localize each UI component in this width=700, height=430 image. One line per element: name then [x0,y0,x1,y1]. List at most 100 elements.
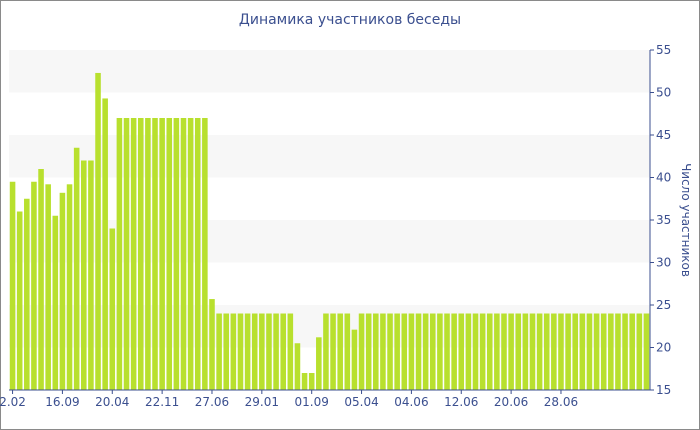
bar [24,198,30,390]
bar [95,72,101,390]
bar [9,181,16,390]
bar [565,313,571,390]
bar [422,313,429,390]
y-tick-label: 50 [656,86,671,100]
bar [458,313,465,390]
bar [465,313,472,390]
x-tick-label: 27.06 [195,395,229,409]
y-axis: 15 20 25 30 35 40 45 50 55 [649,43,671,397]
bar [130,118,137,390]
bar [137,118,144,390]
bar [337,313,343,390]
x-tick-label: 04.06 [394,395,428,409]
bar [31,181,37,390]
bar [323,313,329,390]
bar [522,313,529,390]
bar [66,184,73,390]
bar [308,373,315,390]
y-tick-label: 40 [656,171,671,185]
bar [330,313,336,390]
bar [451,313,457,390]
bar [608,313,614,390]
y-tick-label: 15 [656,383,671,397]
bar [380,313,386,390]
bar [159,118,165,390]
bar [579,313,586,390]
bar [636,313,643,390]
x-tick-label: 2.02 [0,395,26,409]
bar [259,313,265,390]
bar [437,313,443,390]
bar [251,313,258,390]
bar [515,313,522,390]
x-tick-label: 12.06 [444,395,478,409]
bar [551,313,557,390]
bar [230,313,237,390]
bar [280,313,286,390]
bar [365,313,372,390]
bar [173,118,180,390]
bar [145,118,151,390]
bar [109,228,116,390]
grid-bands [9,50,650,348]
y-axis-label: Число участников [679,163,693,277]
bar [102,98,108,390]
bar [479,313,486,390]
bar [501,313,507,390]
bar [316,337,322,390]
bar [543,313,550,390]
bar [73,147,80,390]
x-tick-label: 05.04 [344,395,378,409]
bar [38,169,44,390]
bar [622,313,628,390]
bar [301,373,308,390]
y-tick-label: 30 [656,256,671,270]
bar [216,313,222,390]
bar [223,313,230,390]
bar [593,313,600,390]
bar [116,118,123,390]
bar [600,313,607,390]
bar [194,118,201,390]
bar [536,313,543,390]
x-axis: 2.02 16.09 20.04 22.11 27.06 29.01 01.09 05.04 0… [0,390,578,409]
bar [152,118,158,390]
bar [294,343,301,390]
bar [287,313,294,390]
bar [373,313,379,390]
x-tick-label: 28.06 [544,395,578,409]
bar [615,313,621,390]
y-tick-label: 25 [656,298,671,312]
x-tick-label: 16.09 [45,395,79,409]
bar [237,313,244,390]
grid-band [9,50,650,93]
bar [344,313,351,390]
bar [472,313,479,390]
grid-band [9,220,650,263]
bar [486,313,493,390]
x-tick-label: 29.01 [245,395,279,409]
bar [529,313,536,390]
chart-title: Динамика участников беседы [238,12,462,28]
bar [266,313,272,390]
bar [123,118,130,390]
bar [401,313,408,390]
bar [387,313,393,390]
bar [166,118,173,390]
grid-band [9,135,650,178]
bar [59,192,66,390]
bar [586,313,593,390]
bar [81,160,87,390]
bar [180,118,187,390]
bar-series [9,72,650,390]
bar [558,313,564,390]
bar [572,313,578,390]
bar [408,313,415,390]
bar [202,118,208,390]
bar [244,313,251,390]
bar [45,184,51,390]
bar [52,215,59,390]
bar [508,313,514,390]
y-tick-label: 20 [656,341,671,355]
